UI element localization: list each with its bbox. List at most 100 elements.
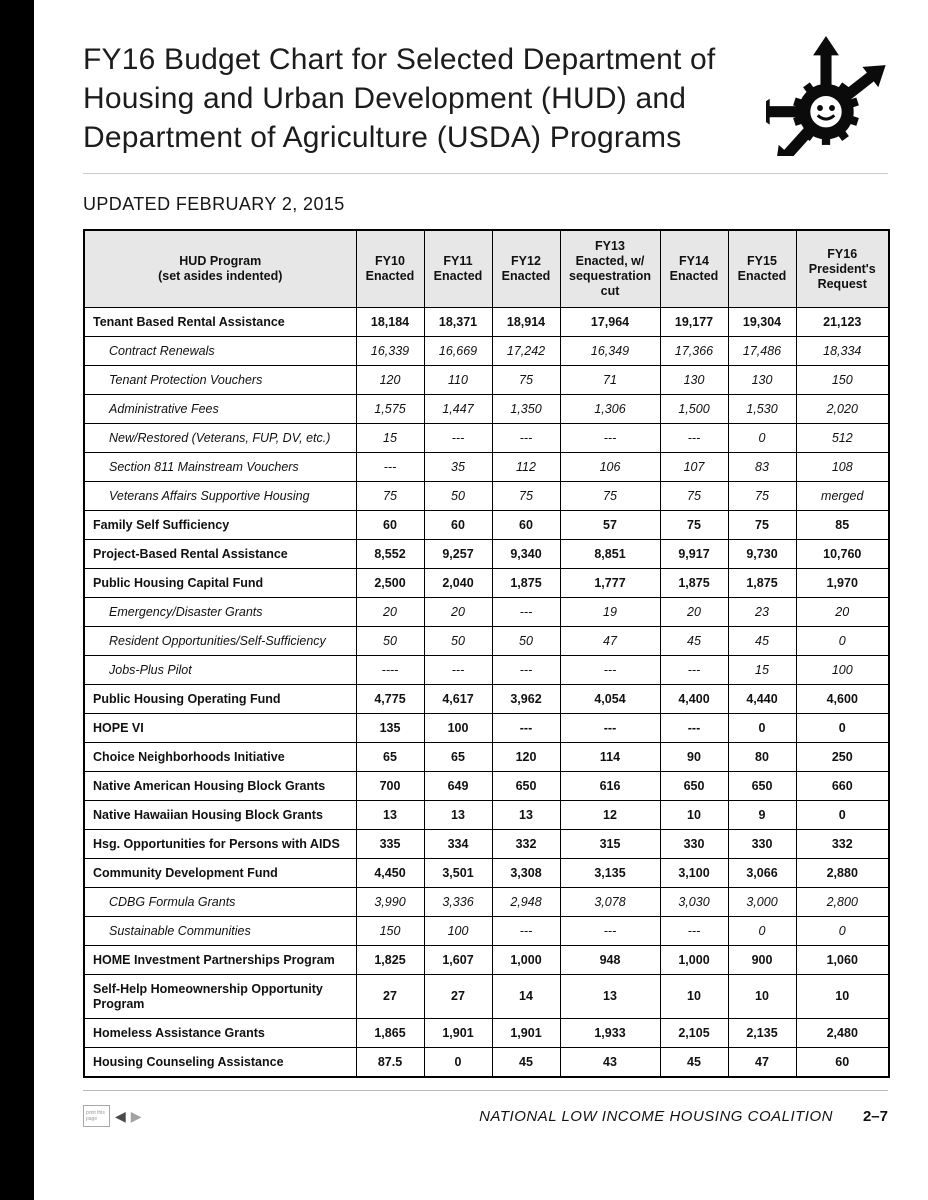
program-name-cell: Veterans Affairs Supportive Housing — [83, 481, 357, 511]
set-aside-row: Veterans Affairs Supportive Housing 75 50 7… — [83, 481, 890, 511]
value-cell: 332 — [795, 829, 890, 859]
value-cell: 335 — [355, 829, 425, 859]
value-cell: 75 — [727, 481, 797, 511]
value-cell: 650 — [727, 771, 797, 801]
value-cell: 112 — [491, 452, 561, 482]
value-cell: 71 — [559, 365, 661, 395]
value-cell: ---- — [355, 655, 425, 685]
value-cell: 45 — [491, 1047, 561, 1078]
value-cell: 1,901 — [491, 1018, 561, 1048]
program-name-cell: Resident Opportunities/Self-Sufficiency — [83, 626, 357, 656]
value-cell: 1,000 — [491, 945, 561, 975]
value-cell: 17,486 — [727, 336, 797, 366]
value-cell: 332 — [491, 829, 561, 859]
value-cell: 334 — [423, 829, 493, 859]
print-page-button[interactable]: print this page — [83, 1105, 110, 1127]
value-cell: 616 — [559, 771, 661, 801]
program-row: Public Housing Capital Fund 2,500 2,040 1,8… — [83, 568, 890, 598]
value-cell: 10 — [727, 974, 797, 1019]
program-name-cell: Section 811 Mainstream Vouchers — [83, 452, 357, 482]
value-cell: 0 — [795, 626, 890, 656]
value-cell: 3,030 — [659, 887, 729, 917]
value-cell: 16,669 — [423, 336, 493, 366]
value-cell: 65 — [355, 742, 425, 772]
program-name-cell: CDBG Formula Grants — [83, 887, 357, 917]
nav-forward-icon[interactable]: ▶ — [130, 1108, 142, 1124]
nav-back-icon[interactable]: ◀ — [115, 1108, 126, 1124]
value-cell: --- — [659, 423, 729, 453]
value-cell: 13 — [355, 800, 425, 830]
set-aside-row: Sustainable Communities 150 100 --- --- --- 0 0 — [83, 916, 890, 946]
value-cell: --- — [491, 713, 561, 743]
program-row: Native American Housing Block Grants 700 6… — [83, 771, 890, 801]
value-cell: 10 — [659, 800, 729, 830]
value-cell: 19 — [559, 597, 661, 627]
program-name-cell: Community Development Fund — [83, 858, 357, 888]
program-name-cell: Sustainable Communities — [83, 916, 357, 946]
value-cell: 150 — [355, 916, 425, 946]
value-cell: 107 — [659, 452, 729, 482]
value-cell: 1,777 — [559, 568, 661, 598]
value-cell: 60 — [423, 510, 493, 540]
program-row: HOPE VI 135 100 --- --- --- 0 0 — [83, 713, 890, 743]
value-cell: 27 — [423, 974, 493, 1019]
value-cell: 3,990 — [355, 887, 425, 917]
value-cell: 13 — [423, 800, 493, 830]
value-cell: 1,060 — [795, 945, 890, 975]
value-cell: 83 — [727, 452, 797, 482]
value-cell: 650 — [491, 771, 561, 801]
value-cell: 19,304 — [727, 307, 797, 337]
value-cell: 3,135 — [559, 858, 661, 888]
value-cell: --- — [355, 452, 425, 482]
value-cell: 47 — [727, 1047, 797, 1078]
column-header: FY12 Enacted — [491, 229, 561, 308]
value-cell: --- — [491, 597, 561, 627]
program-name-cell: HOME Investment Partnerships Program — [83, 945, 357, 975]
value-cell: 75 — [559, 481, 661, 511]
program-row: Public Housing Operating Fund 4,775 4,617 3… — [83, 684, 890, 714]
value-cell: 50 — [423, 481, 493, 511]
value-cell: 2,880 — [795, 858, 890, 888]
value-cell: 1,825 — [355, 945, 425, 975]
value-cell: 45 — [727, 626, 797, 656]
value-cell: --- — [491, 655, 561, 685]
value-cell: 4,775 — [355, 684, 425, 714]
value-cell: 9,730 — [727, 539, 797, 569]
footer-divider — [83, 1090, 888, 1091]
value-cell: --- — [659, 916, 729, 946]
value-cell: 16,339 — [355, 336, 425, 366]
program-row: HOME Investment Partnerships Program 1,82… — [83, 945, 890, 975]
value-cell: 1,500 — [659, 394, 729, 424]
value-cell: 17,964 — [559, 307, 661, 337]
value-cell: 75 — [491, 481, 561, 511]
value-cell: 4,450 — [355, 858, 425, 888]
value-cell: 87.5 — [355, 1047, 425, 1078]
value-cell: --- — [491, 916, 561, 946]
value-cell: --- — [659, 655, 729, 685]
page-header: FY16 Budget Chart for Selected Departmen… — [83, 36, 894, 177]
value-cell: --- — [423, 423, 493, 453]
value-cell: 17,242 — [491, 336, 561, 366]
page-content: FY16 Budget Chart for Selected Departmen… — [34, 0, 928, 1200]
value-cell: 2,948 — [491, 887, 561, 917]
program-row: Homeless Assistance Grants 1,865 1,901 1,90… — [83, 1018, 890, 1048]
value-cell: 15 — [355, 423, 425, 453]
value-cell: 0 — [795, 800, 890, 830]
program-name-cell: Housing Counseling Assistance — [83, 1047, 357, 1078]
value-cell: 1,306 — [559, 394, 661, 424]
value-cell: 3,501 — [423, 858, 493, 888]
value-cell: 150 — [795, 365, 890, 395]
value-cell: 18,914 — [491, 307, 561, 337]
value-cell: 700 — [355, 771, 425, 801]
value-cell: 35 — [423, 452, 493, 482]
value-cell: 80 — [727, 742, 797, 772]
value-cell: 3,000 — [727, 887, 797, 917]
program-row: Community Development Fund 4,450 3,501 3,30… — [83, 858, 890, 888]
program-name-cell: Tenant Based Rental Assistance — [83, 307, 357, 337]
value-cell: 100 — [795, 655, 890, 685]
set-aside-row: CDBG Formula Grants 3,990 3,336 2,948 3,078 3… — [83, 887, 890, 917]
value-cell: 75 — [491, 365, 561, 395]
program-name-cell: Public Housing Capital Fund — [83, 568, 357, 598]
print-page-label: print this page — [86, 1110, 105, 1122]
